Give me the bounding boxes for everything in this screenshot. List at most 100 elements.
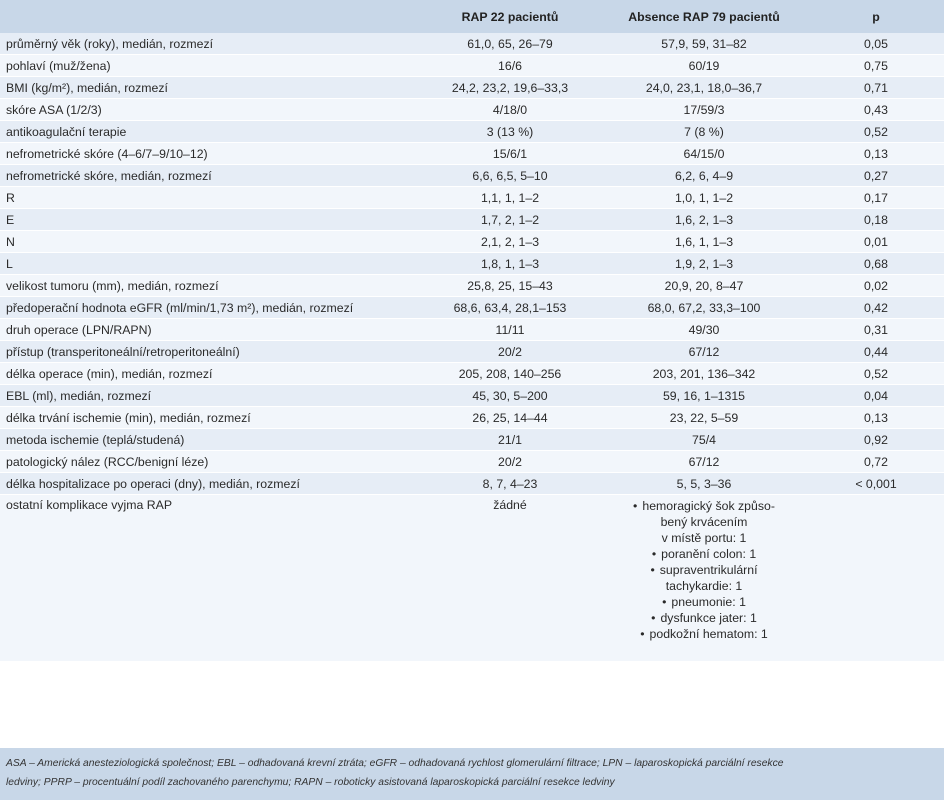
rap-value: 21/1	[420, 428, 600, 451]
row-label: BMI (kg/m²), medián, rozmezí	[0, 76, 420, 99]
p-value: 0,05	[808, 33, 944, 55]
row-label: patologický nález (RCC/benigní léze)	[0, 450, 420, 473]
absence-value: 6,2, 6, 4–9	[600, 164, 808, 187]
list-item: • supraventrikulární tachykardie: 1	[650, 563, 758, 593]
absence-value: 64/15/0	[600, 142, 808, 165]
list-item: • hemoragický šok způso-bený krvácením v m…	[633, 499, 775, 545]
absence-value: 5, 5, 3–36	[600, 472, 808, 495]
footnote-line: ledviny; PPRP – procentuální podíl zacho…	[6, 777, 615, 788]
bullet: •	[640, 627, 645, 641]
absence-value: 1,9, 2, 1–3	[600, 252, 808, 275]
p-value: 0,75	[808, 54, 944, 77]
table-row: L 1,8, 1, 1–3 1,9, 2, 1–3 0,68	[0, 252, 944, 275]
bullet: •	[633, 499, 638, 513]
p-value: 0,27	[808, 164, 944, 187]
list-item: • poranění colon: 1	[651, 547, 757, 561]
row-label: nefrometrické skóre (4–6/7–9/10–12)	[0, 142, 420, 165]
table-row: pohlaví (muž/žena) 16/6 60/19 0,75	[0, 54, 944, 77]
p-value: 0,72	[808, 450, 944, 473]
p-value	[808, 494, 944, 662]
header-absence-rap: Absence RAP 79 pacientů	[600, 0, 808, 33]
p-value: 0,01	[808, 230, 944, 253]
rap-value: 4/18/0	[420, 98, 600, 121]
table-row: nefrometrické skóre (4–6/7–9/10–12) 15/6/…	[0, 142, 944, 165]
rap-value: 3 (13 %)	[420, 120, 600, 143]
list-item: • dysfunkce jater: 1	[651, 611, 757, 625]
absence-value: 60/19	[600, 54, 808, 77]
table-row: délka trvání ischemie (min), medián, roz…	[0, 406, 944, 429]
absence-value: 203, 201, 136–342	[600, 362, 808, 385]
absence-complications-cell: • hemoragický šok způso-bený krvácením v m…	[600, 494, 808, 662]
absence-value: 23, 22, 5–59	[600, 406, 808, 429]
row-label: pohlaví (muž/žena)	[0, 54, 420, 77]
row-label: metoda ischemie (teplá/studená)	[0, 428, 420, 451]
table-row: průměrný věk (roky), medián, rozmezí 61,0…	[0, 33, 944, 55]
header-p: p	[808, 0, 944, 33]
table-footnote: ASA – Americká anesteziologická společno…	[0, 748, 944, 800]
row-label: nefrometrické skóre, medián, rozmezí	[0, 164, 420, 187]
p-value: 0,71	[808, 76, 944, 99]
row-label: EBL (ml), medián, rozmezí	[0, 384, 420, 407]
row-label: průměrný věk (roky), medián, rozmezí	[0, 33, 420, 55]
bullet: •	[651, 547, 657, 561]
row-label: E	[0, 208, 420, 231]
bullet: •	[650, 563, 655, 577]
table-row: přístup (transperitoneální/retroperitone…	[0, 340, 944, 363]
table-row: metoda ischemie (teplá/studená) 21/1 75/4 0…	[0, 428, 944, 451]
table-row: velikost tumoru (mm), medián, rozmezí 25,…	[0, 274, 944, 297]
rap-value: 24,2, 23,2, 19,6–33,3	[420, 76, 600, 99]
table-body: průměrný věk (roky), medián, rozmezí 61,0…	[0, 33, 944, 662]
p-value: < 0,001	[808, 472, 944, 495]
table-row: délka hospitalizace po operaci (dny), me…	[0, 472, 944, 495]
table-row: R 1,1, 1, 1–2 1,0, 1, 1–2 0,17	[0, 186, 944, 209]
rap-value: 15/6/1	[420, 142, 600, 165]
absence-value: 17/59/3	[600, 98, 808, 121]
row-label: přístup (transperitoneální/retroperitone…	[0, 340, 420, 363]
rap-value: žádné	[420, 494, 600, 662]
row-label: délka hospitalizace po operaci (dny), me…	[0, 472, 420, 495]
rap-value: 20/2	[420, 450, 600, 473]
row-label: ostatní komplikace vyjma RAP	[0, 494, 420, 662]
row-label: předoperační hodnota eGFR (ml/min/1,73 m…	[0, 296, 420, 319]
rap-value: 6,6, 6,5, 5–10	[420, 164, 600, 187]
rap-value: 20/2	[420, 340, 600, 363]
rap-value: 68,6, 63,4, 28,1–153	[420, 296, 600, 319]
p-value: 0,92	[808, 428, 944, 451]
rap-value: 61,0, 65, 26–79	[420, 33, 600, 55]
p-value: 0,17	[808, 186, 944, 209]
patient-characteristics-table: RAP 22 pacientů Absence RAP 79 pacientů …	[0, 0, 944, 662]
rap-value: 25,8, 25, 15–43	[420, 274, 600, 297]
table-row: předoperační hodnota eGFR (ml/min/1,73 m…	[0, 296, 944, 319]
table-row: nefrometrické skóre, medián, rozmezí 6,6,…	[0, 164, 944, 187]
p-value: 0,42	[808, 296, 944, 319]
p-value: 0,13	[808, 142, 944, 165]
table-row: patologický nález (RCC/benigní léze) 20/2…	[0, 450, 944, 473]
p-value: 0,44	[808, 340, 944, 363]
row-label: L	[0, 252, 420, 275]
rap-value: 11/11	[420, 318, 600, 341]
absence-value: 1,6, 1, 1–3	[600, 230, 808, 253]
rap-value: 1,8, 1, 1–3	[420, 252, 600, 275]
row-label: antikoagulační terapie	[0, 120, 420, 143]
absence-value: 1,0, 1, 1–2	[600, 186, 808, 209]
absence-value: 68,0, 67,2, 33,3–100	[600, 296, 808, 319]
row-label: druh operace (LPN/RAPN)	[0, 318, 420, 341]
p-value: 0,04	[808, 384, 944, 407]
rap-value: 45, 30, 5–200	[420, 384, 600, 407]
row-label: délka operace (min), medián, rozmezí	[0, 362, 420, 385]
absence-value: 59, 16, 1–1315	[600, 384, 808, 407]
p-value: 0,52	[808, 120, 944, 143]
row-label: N	[0, 230, 420, 253]
bullet: •	[651, 611, 656, 625]
table-row: EBL (ml), medián, rozmezí 45, 30, 5–200 59…	[0, 384, 944, 407]
footnote-line: ASA – Americká anesteziologická společno…	[6, 758, 784, 769]
absence-value: 49/30	[600, 318, 808, 341]
p-value: 0,13	[808, 406, 944, 429]
rap-value: 1,1, 1, 1–2	[420, 186, 600, 209]
table-row: druh operace (LPN/RAPN) 11/11 49/30 0,31	[0, 318, 944, 341]
table-row-complications: ostatní komplikace vyjma RAP žádné • hemo…	[0, 494, 944, 662]
absence-value: 75/4	[600, 428, 808, 451]
table-row: antikoagulační terapie 3 (13 %) 7 (8 %) 0,5…	[0, 120, 944, 143]
absence-value: 67/12	[600, 340, 808, 363]
